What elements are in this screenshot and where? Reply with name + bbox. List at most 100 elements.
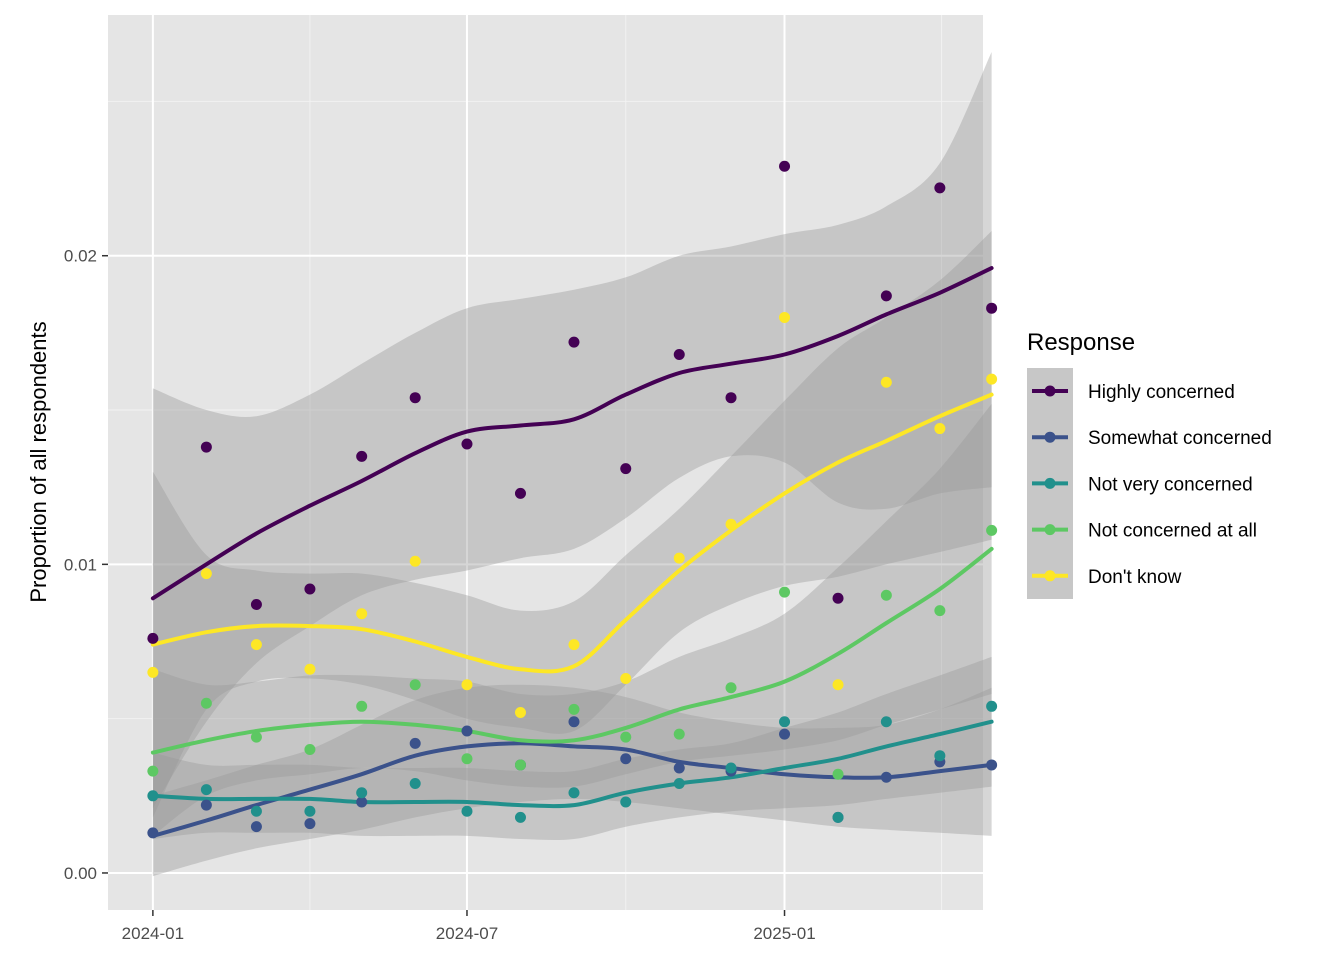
legend-key-point-not-very-concerned xyxy=(1044,477,1056,489)
point-not-very-concerned xyxy=(304,805,316,817)
smooth-line-not-very-concerned xyxy=(150,719,994,809)
point-not-very-concerned xyxy=(200,784,212,796)
point-don-t-know xyxy=(620,673,632,685)
point-highly-concerned xyxy=(514,487,526,499)
point-don-t-know xyxy=(880,376,892,388)
point-highly-concerned xyxy=(779,160,791,172)
point-don-t-know xyxy=(147,666,159,678)
point-not-concerned-at-all xyxy=(200,697,212,709)
point-somewhat-concerned xyxy=(461,725,473,737)
point-don-t-know xyxy=(832,679,844,691)
point-highly-concerned xyxy=(568,336,580,348)
point-not-concerned-at-all xyxy=(673,728,685,740)
point-highly-concerned xyxy=(356,450,368,462)
point-somewhat-concerned xyxy=(986,759,998,771)
legend-label-not-very-concerned: Not very concerned xyxy=(1088,474,1253,495)
point-not-very-concerned xyxy=(880,716,892,728)
point-don-t-know xyxy=(568,639,580,651)
y-tick-label: 0.02 xyxy=(64,247,97,266)
point-somewhat-concerned xyxy=(779,728,791,740)
point-not-very-concerned xyxy=(673,777,685,789)
point-somewhat-concerned xyxy=(620,753,632,765)
point-highly-concerned xyxy=(250,598,262,610)
legend-label-don-t-know: Don't know xyxy=(1088,567,1182,588)
point-not-concerned-at-all xyxy=(832,768,844,780)
point-not-very-concerned xyxy=(409,777,421,789)
point-highly-concerned xyxy=(409,392,421,404)
legend-label-somewhat-concerned: Somewhat concerned xyxy=(1088,428,1272,449)
point-highly-concerned xyxy=(880,290,892,302)
point-don-t-know xyxy=(409,555,421,567)
axes: 0.00 0.01 0.02 2024-01 2024-07 2025-01 xyxy=(64,247,816,943)
point-not-very-concerned xyxy=(725,762,737,774)
point-don-t-know xyxy=(200,568,212,580)
point-don-t-know xyxy=(250,639,262,651)
point-somewhat-concerned xyxy=(673,762,685,774)
smooth-line-don-t-know xyxy=(150,392,994,674)
y-tick-label: 0.01 xyxy=(64,555,97,574)
point-don-t-know xyxy=(356,608,368,620)
legend-key-point-don-t-know xyxy=(1044,570,1056,582)
point-not-concerned-at-all xyxy=(514,759,526,771)
legend: Response Highly concerned Somewhat concer… xyxy=(1027,329,1272,599)
point-not-concerned-at-all xyxy=(147,765,159,777)
point-not-very-concerned xyxy=(250,805,262,817)
legend-title: Response xyxy=(1027,329,1135,356)
legend-key-point-somewhat-concerned xyxy=(1044,431,1056,443)
point-highly-concerned xyxy=(832,592,844,604)
point-not-concerned-at-all xyxy=(725,682,737,694)
point-highly-concerned xyxy=(304,583,316,595)
y-axis-title: Proportion of all respondents xyxy=(26,321,51,602)
point-don-t-know xyxy=(725,518,737,530)
point-highly-concerned xyxy=(461,438,473,450)
point-not-very-concerned xyxy=(568,787,580,799)
point-highly-concerned xyxy=(620,463,632,475)
legend-key-point-highly-concerned xyxy=(1044,385,1056,397)
point-don-t-know xyxy=(779,311,791,323)
point-not-very-concerned xyxy=(986,700,998,712)
point-somewhat-concerned xyxy=(304,818,316,830)
point-somewhat-concerned xyxy=(568,716,580,728)
point-highly-concerned xyxy=(725,392,737,404)
x-tick-label: 2024-07 xyxy=(436,924,498,943)
point-somewhat-concerned xyxy=(250,821,262,833)
point-not-very-concerned xyxy=(356,787,368,799)
point-highly-concerned xyxy=(673,348,685,360)
point-not-very-concerned xyxy=(147,790,159,802)
point-don-t-know xyxy=(461,679,473,691)
confidence-band-highly-concerned xyxy=(152,52,992,809)
data-points xyxy=(147,160,998,839)
point-somewhat-concerned xyxy=(200,799,212,811)
point-not-concerned-at-all xyxy=(409,679,421,691)
legend-label-highly-concerned: Highly concerned xyxy=(1088,382,1235,403)
point-not-concerned-at-all xyxy=(568,703,580,715)
point-not-concerned-at-all xyxy=(880,589,892,601)
smooth-line-not-concerned-at-all xyxy=(150,546,994,755)
point-don-t-know xyxy=(673,552,685,564)
legend-items: Highly concerned Somewhat concerned Not ve… xyxy=(1032,382,1272,588)
point-not-concerned-at-all xyxy=(250,731,262,743)
point-somewhat-concerned xyxy=(356,796,368,808)
smooth-line-highly-concerned xyxy=(150,266,994,601)
point-highly-concerned xyxy=(934,182,946,194)
confidence-band-don-t-know xyxy=(152,231,992,818)
point-not-concerned-at-all xyxy=(620,731,632,743)
point-don-t-know xyxy=(934,423,946,435)
x-tick-label: 2024-01 xyxy=(122,924,184,943)
point-not-very-concerned xyxy=(832,811,844,823)
point-highly-concerned xyxy=(147,632,159,644)
legend-label-not-concerned-at-all: Not concerned at all xyxy=(1088,521,1257,542)
x-tick-label: 2025-01 xyxy=(753,924,815,943)
point-not-very-concerned xyxy=(620,796,632,808)
point-not-concerned-at-all xyxy=(934,605,946,617)
smooth-line-somewhat-concerned xyxy=(150,741,994,838)
point-not-concerned-at-all xyxy=(356,700,368,712)
point-highly-concerned xyxy=(986,302,998,314)
point-not-very-concerned xyxy=(779,716,791,728)
point-somewhat-concerned xyxy=(880,771,892,783)
legend-key-point-not-concerned-at-all xyxy=(1044,524,1056,536)
point-not-very-concerned xyxy=(934,750,946,762)
point-not-very-concerned xyxy=(514,811,526,823)
point-somewhat-concerned xyxy=(147,827,159,839)
